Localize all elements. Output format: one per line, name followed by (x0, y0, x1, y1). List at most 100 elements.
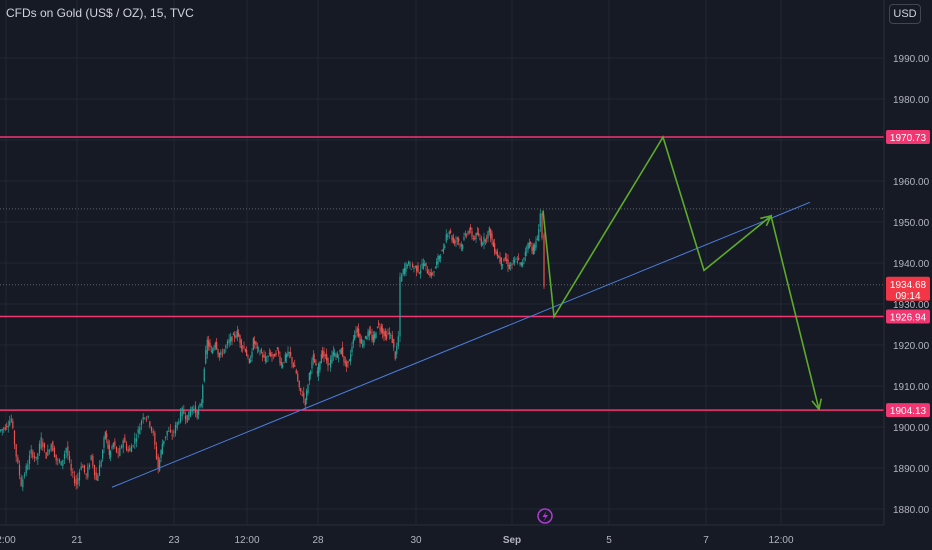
candle-body (226, 341, 229, 345)
candle-body (231, 336, 233, 342)
candle-body (428, 274, 430, 276)
candle-body (454, 240, 456, 244)
candle-body (409, 263, 411, 267)
candle-body (206, 339, 208, 355)
candle-body (106, 433, 108, 438)
candle-body (22, 479, 24, 488)
candle-body (307, 385, 309, 394)
trend-line[interactable] (111, 201, 811, 488)
candle-body (391, 335, 393, 344)
candle-body (348, 359, 350, 361)
candle-body (327, 357, 329, 366)
candle-body (88, 464, 91, 468)
candle-body (275, 352, 277, 355)
candle-body (173, 431, 175, 433)
candle-body (102, 450, 104, 459)
candle-body (480, 239, 482, 246)
candle-body (42, 442, 44, 448)
candle-body (444, 245, 446, 248)
projection-arrowhead-down[interactable] (811, 398, 823, 412)
candle-body (522, 262, 524, 266)
candle-body (495, 251, 497, 254)
candle-body (278, 350, 280, 354)
candle-body (352, 339, 354, 344)
candle-body (83, 464, 86, 473)
candle-body (531, 247, 533, 251)
candle-body (303, 392, 305, 399)
candle-body (534, 244, 536, 251)
candle-body (386, 334, 388, 339)
candle-body (30, 449, 32, 455)
candle-body (78, 471, 81, 481)
candle-body (418, 272, 420, 274)
time-axis[interactable]: 2:00 21 23 12:00 28 30 Sep 5 7 12:00 (0, 524, 884, 546)
candle-body (298, 380, 300, 388)
candle-body (60, 461, 62, 466)
candle-body (504, 257, 506, 260)
projection-arrowhead-up[interactable] (760, 214, 773, 227)
candle-body (251, 351, 253, 358)
price-axis[interactable]: 1880.00 1890.00 1900.00 1910.00 1920.00 1930.… (883, 0, 932, 550)
candle-body (163, 440, 165, 445)
candle-body (358, 328, 360, 337)
candle-body (223, 349, 225, 354)
candle-body (408, 261, 410, 265)
x-tick-label: 28 (312, 535, 324, 546)
candle-body (199, 403, 201, 408)
candle-body (460, 244, 462, 247)
candle-body (212, 349, 214, 354)
candle-body (130, 446, 133, 453)
flash-icon-ring[interactable] (537, 508, 553, 524)
candle-body (482, 243, 484, 245)
candle-body (238, 332, 240, 337)
candle-body (294, 365, 296, 367)
chart-title: CFDs on Gold (US$ / OZ), 15, TVC (6, 6, 194, 20)
currency-button[interactable]: USD (889, 4, 921, 24)
price-candles (0, 209, 545, 492)
y-tick-label: 1880.00 (893, 505, 930, 516)
candle-body (124, 437, 126, 443)
candle-body (354, 334, 356, 340)
candle-body (436, 261, 438, 265)
candle-body (171, 435, 173, 436)
projection-path-group[interactable] (542, 135, 823, 412)
candle-body (308, 372, 310, 381)
candle-body (267, 355, 269, 358)
candle-body (462, 244, 464, 249)
candle-body (203, 368, 205, 381)
y-tick-label: 1960.00 (893, 177, 930, 188)
candle-body (161, 443, 163, 455)
y-tick-label: 1890.00 (893, 464, 930, 475)
candle-body (519, 262, 521, 264)
candle-body (503, 258, 505, 262)
candle-body (166, 430, 168, 436)
candle-body (3, 428, 5, 430)
candle-body (213, 346, 215, 351)
candle-body (362, 344, 364, 347)
flash-icon-bolt[interactable] (542, 511, 549, 522)
candle-body (421, 264, 423, 266)
candle-body (500, 257, 502, 266)
candle-body (43, 443, 46, 448)
trend-line-group[interactable] (111, 201, 811, 488)
candle-body (524, 251, 526, 256)
candle-body (290, 352, 292, 356)
candle-body (58, 459, 61, 462)
candle-body (108, 444, 110, 455)
candle-body (339, 349, 341, 352)
candle-body (9, 421, 11, 426)
candle-body (526, 250, 528, 252)
candle-body (437, 255, 439, 264)
candle-body (62, 459, 64, 466)
flash-icon[interactable] (537, 508, 553, 524)
candle-body (371, 334, 373, 340)
candle-body (159, 459, 161, 471)
projection-path[interactable] (542, 135, 820, 410)
y-tick-label: 1900.00 (893, 423, 930, 434)
candle-body (376, 326, 378, 328)
candle-body (315, 363, 317, 366)
candle-body (366, 337, 368, 340)
level-price-tag (886, 130, 930, 145)
